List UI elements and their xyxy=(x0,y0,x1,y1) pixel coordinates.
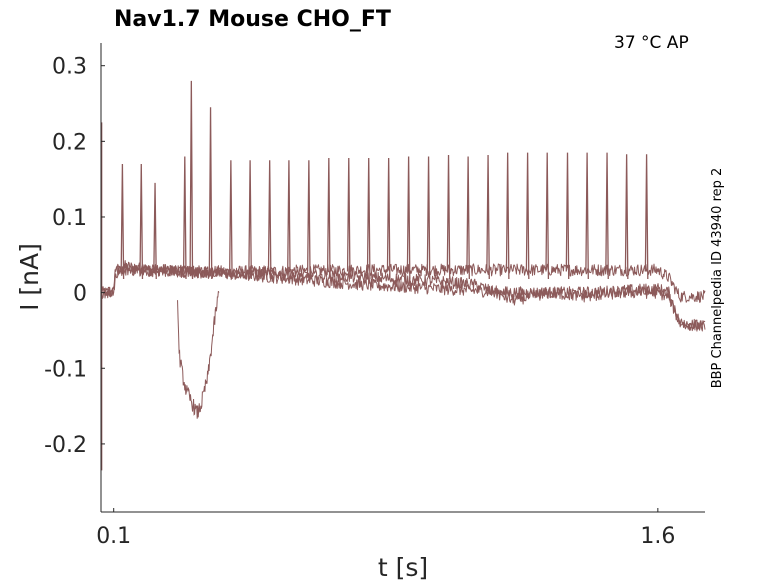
spike-4 xyxy=(182,156,187,280)
spike-23 xyxy=(545,152,550,280)
condition-label: 37 °C AP xyxy=(614,33,689,53)
spike-15 xyxy=(386,157,391,280)
spike-19 xyxy=(466,156,470,280)
series-line-3 xyxy=(100,264,706,332)
y-tick-label: 0.1 xyxy=(52,206,87,231)
y-tick-label: -0.2 xyxy=(44,433,87,458)
spike-13 xyxy=(346,157,351,280)
y-axis-label: I [nA] xyxy=(15,243,44,311)
spike-11 xyxy=(307,160,311,280)
spike-18 xyxy=(446,154,451,280)
spike-16 xyxy=(406,156,411,280)
spike-5 xyxy=(189,80,194,280)
x-axis-label: t [s] xyxy=(378,553,428,582)
spike-26 xyxy=(605,152,609,280)
y-tick-label: 0 xyxy=(73,282,87,307)
spike-2 xyxy=(139,164,144,280)
y-tick-label: 0.3 xyxy=(52,55,87,80)
spike-14 xyxy=(366,157,371,280)
spike-10 xyxy=(287,160,291,280)
spike-7 xyxy=(229,160,233,280)
spike-8 xyxy=(248,160,252,280)
spike-20 xyxy=(486,154,490,280)
y-tick-label: 0.2 xyxy=(52,130,87,155)
plot-area xyxy=(100,80,706,471)
spike-3 xyxy=(153,182,157,280)
spike-6 xyxy=(208,107,213,280)
y-tick-label: -0.1 xyxy=(44,357,87,382)
chart-title: Nav1.7 Mouse CHO_FT xyxy=(114,7,391,32)
spike-25 xyxy=(585,152,589,280)
series-line-1 xyxy=(100,260,706,303)
x-tick-label: 0.1 xyxy=(96,524,131,549)
x-tick-label: 1.6 xyxy=(640,524,675,549)
spike-9 xyxy=(267,160,272,280)
series-line-2 xyxy=(100,263,706,332)
spike-12 xyxy=(326,157,331,280)
axes xyxy=(100,43,705,513)
spike-27 xyxy=(624,154,629,280)
x-ticks: 0.1 1.6 xyxy=(96,508,675,549)
spike-22 xyxy=(525,152,530,280)
spike-17 xyxy=(426,156,431,280)
inward-transient xyxy=(177,290,220,419)
y-ticks: -0.2 -0.1 0 0.1 0.2 0.3 xyxy=(44,55,105,458)
spike-21 xyxy=(505,152,510,280)
spike-28 xyxy=(644,154,649,280)
side-label: BBP Channelpedia ID 43940 rep 2 xyxy=(710,168,725,389)
spike-24 xyxy=(565,152,570,280)
spike-1 xyxy=(120,164,125,280)
